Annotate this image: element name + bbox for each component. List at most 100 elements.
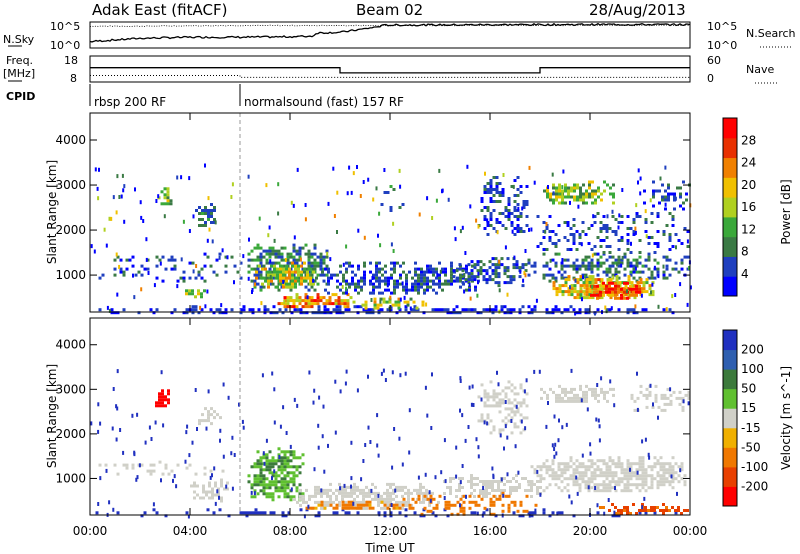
echo-speckle [188, 176, 191, 181]
echo-cell [507, 419, 511, 423]
echo-cell [376, 306, 380, 310]
echo-cell [623, 290, 626, 294]
echo-cell [220, 499, 223, 503]
echo-cell [572, 462, 576, 466]
echo-speckle [659, 176, 662, 181]
echo-cell [513, 392, 517, 396]
echo-cell [286, 495, 290, 499]
echo-cell [599, 255, 603, 259]
echo-cell [519, 215, 523, 218]
echo-cell [599, 468, 603, 472]
echo-cell [378, 279, 381, 283]
echo-cell [259, 270, 263, 274]
echo-cell [492, 188, 496, 191]
echo-cell [414, 500, 418, 504]
echo-cell [335, 511, 339, 515]
echo-cell [267, 273, 270, 277]
echo-cell [317, 308, 321, 312]
echo-cell [614, 281, 617, 285]
echo-cell [383, 497, 386, 501]
echo-speckle [163, 214, 166, 219]
echo-cell [644, 509, 647, 512]
echo-cell [661, 183, 664, 187]
echo-cell [608, 486, 612, 490]
echo-cell [446, 308, 450, 312]
echo-cell [313, 261, 317, 265]
echo-cell [551, 468, 555, 472]
echo-cell [356, 500, 359, 504]
echo-cell [654, 399, 658, 403]
echo-speckle [436, 273, 439, 277]
echo-cell [620, 293, 623, 297]
echo-cell [468, 506, 472, 510]
echo-speckle [261, 373, 264, 378]
echo-speckle [486, 218, 489, 223]
echo-cell [479, 480, 482, 483]
echo-cell [447, 282, 450, 286]
echo-cell [533, 308, 537, 312]
echo-speckle [180, 257, 183, 262]
echo-cell [416, 491, 419, 495]
echo-cell [266, 308, 270, 312]
echo-cell [194, 295, 197, 299]
echo-cell [482, 489, 485, 492]
echo-cell [614, 296, 617, 300]
echo-cell [323, 506, 327, 510]
echo-cell [380, 494, 383, 498]
echo-speckle [250, 490, 253, 495]
echo-cell [307, 299, 311, 303]
echo-cell [455, 269, 459, 273]
echo-cell [609, 186, 612, 190]
echo-cell [452, 477, 455, 480]
echo-speckle [304, 203, 307, 207]
echo-cell [527, 489, 530, 492]
echo-cell [548, 514, 552, 518]
echo-cell [650, 480, 654, 484]
echo-speckle [637, 180, 639, 185]
echo-cell [561, 396, 564, 400]
colorbar-swatch [723, 177, 737, 198]
echo-cell [566, 264, 570, 268]
echo-speckle [379, 243, 382, 248]
echo-speckle [637, 168, 640, 173]
echo-cell [387, 279, 390, 283]
echo-cell [599, 506, 602, 509]
echo-cell [662, 255, 666, 259]
echo-cell [660, 396, 664, 400]
echo-cell [326, 500, 329, 504]
echo-cell [295, 456, 299, 460]
echo-cell [567, 278, 571, 282]
echo-cell [612, 195, 615, 199]
noise-left-label: N.Sky [3, 33, 35, 46]
echo-cell [516, 227, 520, 230]
echo-cell [398, 503, 401, 507]
echo-cell [362, 506, 365, 510]
echo-cell [359, 500, 362, 504]
echo-cell [202, 490, 205, 494]
echo-cell [515, 260, 519, 264]
echo-cell [525, 224, 529, 227]
echo-cell [340, 299, 344, 303]
echo-cell [582, 393, 585, 397]
echo-cell [452, 311, 456, 315]
echo-cell [585, 201, 588, 205]
echo-cell [617, 512, 620, 515]
echo-speckle [470, 402, 473, 407]
echo-cell [444, 270, 447, 274]
echo-cell [624, 293, 628, 297]
echo-cell [576, 293, 580, 297]
echo-speckle [231, 486, 234, 491]
echo-cell [525, 494, 529, 498]
echo-cell [395, 485, 398, 489]
echo-cell [663, 408, 667, 412]
echo-cell [596, 264, 600, 268]
echo-cell [584, 474, 588, 478]
echo-cell [545, 273, 549, 277]
echo-cell [388, 300, 392, 304]
echo-cell [125, 258, 129, 262]
echo-speckle [651, 282, 654, 287]
echo-cell [362, 491, 365, 495]
echo-cell [680, 512, 683, 515]
echo-cell [516, 176, 520, 179]
echo-cell [371, 311, 375, 315]
